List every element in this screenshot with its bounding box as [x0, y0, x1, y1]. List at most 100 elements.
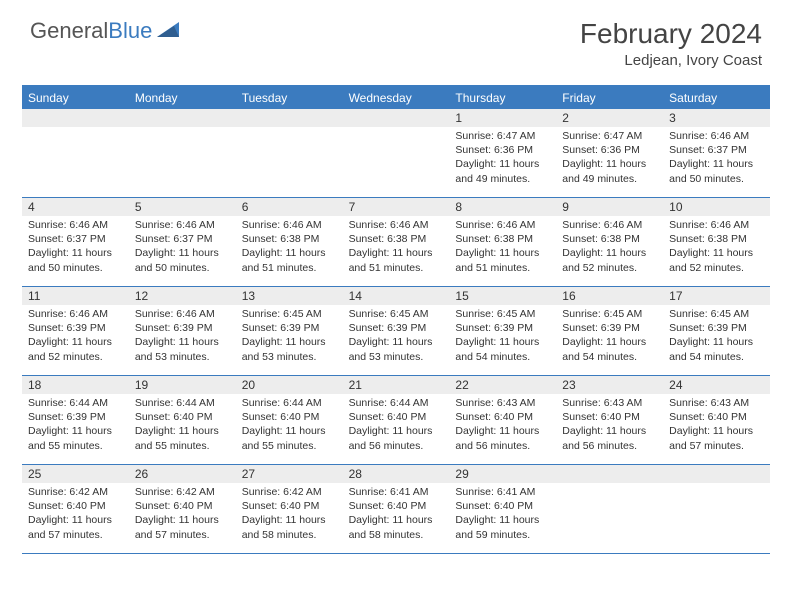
sunrise-text: Sunrise: 6:43 AM — [455, 396, 550, 410]
sunrise-text: Sunrise: 6:41 AM — [349, 485, 444, 499]
day-info: Sunrise: 6:41 AMSunset: 6:40 PMDaylight:… — [449, 483, 556, 546]
day-header-sunday: Sunday — [22, 87, 129, 109]
logo-text: GeneralBlue — [30, 18, 152, 44]
day-info: Sunrise: 6:42 AMSunset: 6:40 PMDaylight:… — [22, 483, 129, 546]
sunrise-text: Sunrise: 6:43 AM — [669, 396, 764, 410]
day-number: 19 — [129, 376, 236, 394]
sunrise-text: Sunrise: 6:46 AM — [669, 129, 764, 143]
day-number: 27 — [236, 465, 343, 483]
sunrise-text: Sunrise: 6:47 AM — [455, 129, 550, 143]
calendar-cell: 26Sunrise: 6:42 AMSunset: 6:40 PMDayligh… — [129, 465, 236, 553]
day-number: 2 — [556, 109, 663, 127]
day-info: Sunrise: 6:46 AMSunset: 6:39 PMDaylight:… — [22, 305, 129, 368]
calendar-cell: 22Sunrise: 6:43 AMSunset: 6:40 PMDayligh… — [449, 376, 556, 464]
day-number: 15 — [449, 287, 556, 305]
sunrise-text: Sunrise: 6:45 AM — [562, 307, 657, 321]
day-info: Sunrise: 6:47 AMSunset: 6:36 PMDaylight:… — [449, 127, 556, 190]
logo: GeneralBlue — [30, 18, 181, 44]
daylight-text: Daylight: 11 hours and 52 minutes. — [669, 246, 764, 274]
day-number: 7 — [343, 198, 450, 216]
sunset-text: Sunset: 6:40 PM — [669, 410, 764, 424]
sunrise-text: Sunrise: 6:44 AM — [349, 396, 444, 410]
daylight-text: Daylight: 11 hours and 54 minutes. — [455, 335, 550, 363]
logo-text-blue: Blue — [108, 18, 152, 43]
day-header-saturday: Saturday — [663, 87, 770, 109]
daylight-text: Daylight: 11 hours and 54 minutes. — [669, 335, 764, 363]
day-info: Sunrise: 6:46 AMSunset: 6:37 PMDaylight:… — [22, 216, 129, 279]
daylight-text: Daylight: 11 hours and 58 minutes. — [242, 513, 337, 541]
day-number: 21 — [343, 376, 450, 394]
sunset-text: Sunset: 6:39 PM — [242, 321, 337, 335]
sunrise-text: Sunrise: 6:47 AM — [562, 129, 657, 143]
page-header: GeneralBlue February 2024 Ledjean, Ivory… — [0, 0, 792, 77]
sunrise-text: Sunrise: 6:46 AM — [28, 218, 123, 232]
calendar-cell: 16Sunrise: 6:45 AMSunset: 6:39 PMDayligh… — [556, 287, 663, 375]
day-number: 25 — [22, 465, 129, 483]
calendar-cell — [663, 465, 770, 553]
calendar-cell: 1Sunrise: 6:47 AMSunset: 6:36 PMDaylight… — [449, 109, 556, 197]
day-info: Sunrise: 6:46 AMSunset: 6:37 PMDaylight:… — [663, 127, 770, 190]
calendar-cell: 27Sunrise: 6:42 AMSunset: 6:40 PMDayligh… — [236, 465, 343, 553]
calendar-cell: 10Sunrise: 6:46 AMSunset: 6:38 PMDayligh… — [663, 198, 770, 286]
day-info: Sunrise: 6:46 AMSunset: 6:39 PMDaylight:… — [129, 305, 236, 368]
day-info: Sunrise: 6:44 AMSunset: 6:40 PMDaylight:… — [236, 394, 343, 457]
day-number: 16 — [556, 287, 663, 305]
daylight-text: Daylight: 11 hours and 55 minutes. — [135, 424, 230, 452]
sunrise-text: Sunrise: 6:45 AM — [455, 307, 550, 321]
sunrise-text: Sunrise: 6:42 AM — [242, 485, 337, 499]
day-info: Sunrise: 6:45 AMSunset: 6:39 PMDaylight:… — [236, 305, 343, 368]
calendar-cell: 12Sunrise: 6:46 AMSunset: 6:39 PMDayligh… — [129, 287, 236, 375]
sunset-text: Sunset: 6:39 PM — [135, 321, 230, 335]
daylight-text: Daylight: 11 hours and 57 minutes. — [669, 424, 764, 452]
daylight-text: Daylight: 11 hours and 50 minutes. — [669, 157, 764, 185]
sunset-text: Sunset: 6:37 PM — [28, 232, 123, 246]
calendar-cell: 28Sunrise: 6:41 AMSunset: 6:40 PMDayligh… — [343, 465, 450, 553]
day-number — [663, 465, 770, 483]
day-number: 3 — [663, 109, 770, 127]
day-number: 9 — [556, 198, 663, 216]
calendar-cell — [22, 109, 129, 197]
day-headers-row: Sunday Monday Tuesday Wednesday Thursday… — [22, 87, 770, 109]
daylight-text: Daylight: 11 hours and 56 minutes. — [562, 424, 657, 452]
sunset-text: Sunset: 6:39 PM — [28, 410, 123, 424]
calendar-cell: 11Sunrise: 6:46 AMSunset: 6:39 PMDayligh… — [22, 287, 129, 375]
day-info: Sunrise: 6:46 AMSunset: 6:38 PMDaylight:… — [236, 216, 343, 279]
day-header-tuesday: Tuesday — [236, 87, 343, 109]
sunset-text: Sunset: 6:36 PM — [562, 143, 657, 157]
sunset-text: Sunset: 6:38 PM — [562, 232, 657, 246]
week-row: 18Sunrise: 6:44 AMSunset: 6:39 PMDayligh… — [22, 376, 770, 465]
sunrise-text: Sunrise: 6:45 AM — [669, 307, 764, 321]
sunset-text: Sunset: 6:40 PM — [135, 410, 230, 424]
calendar-cell — [343, 109, 450, 197]
day-number: 13 — [236, 287, 343, 305]
day-info: Sunrise: 6:43 AMSunset: 6:40 PMDaylight:… — [556, 394, 663, 457]
logo-triangle-icon — [157, 20, 181, 43]
sunset-text: Sunset: 6:39 PM — [562, 321, 657, 335]
sunset-text: Sunset: 6:39 PM — [28, 321, 123, 335]
calendar: Sunday Monday Tuesday Wednesday Thursday… — [22, 85, 770, 554]
calendar-cell: 25Sunrise: 6:42 AMSunset: 6:40 PMDayligh… — [22, 465, 129, 553]
day-info: Sunrise: 6:41 AMSunset: 6:40 PMDaylight:… — [343, 483, 450, 546]
sunrise-text: Sunrise: 6:46 AM — [455, 218, 550, 232]
calendar-cell: 13Sunrise: 6:45 AMSunset: 6:39 PMDayligh… — [236, 287, 343, 375]
sunset-text: Sunset: 6:37 PM — [669, 143, 764, 157]
day-number: 12 — [129, 287, 236, 305]
calendar-cell — [556, 465, 663, 553]
day-header-friday: Friday — [556, 87, 663, 109]
day-header-thursday: Thursday — [449, 87, 556, 109]
sunrise-text: Sunrise: 6:41 AM — [455, 485, 550, 499]
day-number: 23 — [556, 376, 663, 394]
calendar-cell: 20Sunrise: 6:44 AMSunset: 6:40 PMDayligh… — [236, 376, 343, 464]
day-number — [236, 109, 343, 127]
day-info: Sunrise: 6:42 AMSunset: 6:40 PMDaylight:… — [236, 483, 343, 546]
daylight-text: Daylight: 11 hours and 50 minutes. — [28, 246, 123, 274]
calendar-cell: 18Sunrise: 6:44 AMSunset: 6:39 PMDayligh… — [22, 376, 129, 464]
sunset-text: Sunset: 6:40 PM — [349, 410, 444, 424]
month-title: February 2024 — [580, 18, 762, 50]
day-header-wednesday: Wednesday — [343, 87, 450, 109]
day-number: 29 — [449, 465, 556, 483]
sunset-text: Sunset: 6:40 PM — [455, 499, 550, 513]
sunset-text: Sunset: 6:40 PM — [349, 499, 444, 513]
sunrise-text: Sunrise: 6:46 AM — [669, 218, 764, 232]
sunset-text: Sunset: 6:38 PM — [349, 232, 444, 246]
